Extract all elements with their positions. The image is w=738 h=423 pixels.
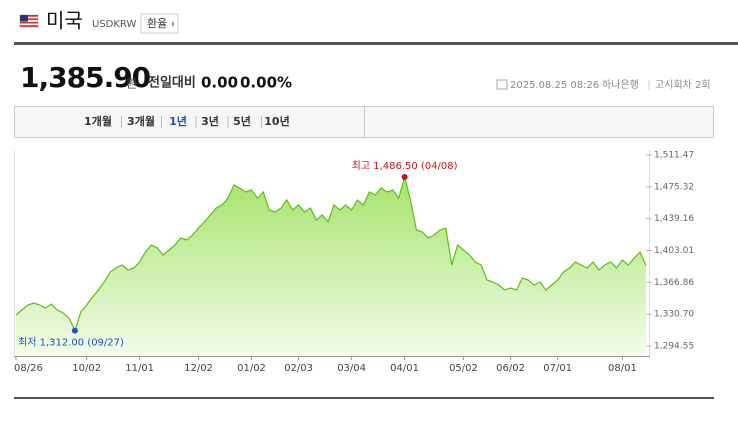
y-tick-label: 1,475.32 xyxy=(654,182,694,192)
footer-rule xyxy=(14,397,714,399)
x-tick-label: 10/02 xyxy=(72,363,101,374)
price-unit: 원 xyxy=(126,77,137,91)
y-tick-label: 1,511.47 xyxy=(654,151,694,161)
tabs: 1개월 3개월 1년 3년 5년 10년 xyxy=(84,114,290,128)
x-tick-label: 05/02 xyxy=(449,363,478,374)
arrow-icon xyxy=(172,21,175,27)
x-tick-label: 08/26 xyxy=(14,363,43,374)
x-tick-label: 04/01 xyxy=(390,363,419,374)
x-tick-label: 01/02 xyxy=(237,363,266,374)
date-icon xyxy=(496,79,508,90)
tab[interactable]: 1년 xyxy=(169,114,187,128)
code: USDKRW xyxy=(92,19,136,30)
header-rule xyxy=(14,42,738,45)
exchange-button-label[interactable]: 환율 xyxy=(147,17,167,30)
change: 0.00 xyxy=(201,74,238,92)
x-tick-label: 02/03 xyxy=(284,363,313,374)
tab[interactable]: 3년 xyxy=(201,114,219,128)
x-tick-label: 06/02 xyxy=(496,363,525,374)
tab[interactable]: 5년 xyxy=(233,114,251,128)
y-tick-label: 1,294.55 xyxy=(654,342,694,352)
x-tick-label: 08/01 xyxy=(608,363,637,374)
x-tick-label: 11/01 xyxy=(125,363,154,374)
tab[interactable]: 3개월 xyxy=(127,114,155,128)
bank: 하나은행 xyxy=(602,78,639,91)
y-tick-label: 1,366.86 xyxy=(654,278,694,288)
extreme-marker xyxy=(401,173,408,180)
extreme-marker xyxy=(71,327,78,334)
extreme-label: 최고 1,486.50 (04/08) xyxy=(352,160,458,172)
y-tick-label: 1,330.70 xyxy=(654,310,694,320)
country: 미국 xyxy=(46,9,83,33)
plot: 1,511.47 1,475.32 1,439.16 1,403.01 1,366.86… xyxy=(14,151,694,375)
x-tick-label: 03/04 xyxy=(337,363,366,374)
change-label: 전일대비 xyxy=(148,75,196,91)
price: 1,385.90 xyxy=(20,61,151,94)
x-tick-label: 12/02 xyxy=(184,363,213,374)
date: 2025.08.25 08:26 xyxy=(510,80,599,91)
tab[interactable]: 10년 xyxy=(264,114,289,128)
line xyxy=(15,174,647,333)
extreme-label: 최저 1,312.00 (09/27) xyxy=(18,337,124,349)
y-tick-label: 1,403.01 xyxy=(654,246,694,256)
exchange-button[interactable] xyxy=(140,13,179,34)
change-pct: 0.00% xyxy=(240,74,292,92)
round: 고시회차 2회 xyxy=(655,79,711,91)
area xyxy=(16,177,646,356)
y-tick-label: 1,439.16 xyxy=(654,214,694,224)
x-tick-label: 07/01 xyxy=(543,363,572,374)
flag xyxy=(19,14,39,28)
tab[interactable]: 1개월 xyxy=(84,114,112,128)
